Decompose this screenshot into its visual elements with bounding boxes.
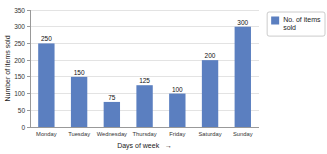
bar: [38, 43, 54, 127]
bars: [38, 27, 251, 127]
y-axis: 0 50 100 150 200 250 300 350: [14, 7, 30, 131]
data-label: 125: [139, 77, 150, 84]
y-tick-label: 250: [14, 40, 25, 47]
grid-line: [30, 127, 259, 128]
grid-line: [30, 60, 259, 61]
bar: [104, 102, 120, 127]
data-label: 200: [205, 52, 216, 59]
y-tick-label: 0: [21, 124, 25, 131]
x-tick-label: Friday: [169, 131, 185, 137]
data-label: 250: [41, 35, 52, 42]
data-label: 75: [108, 94, 116, 101]
bar: [235, 27, 251, 127]
x-tick-label: Monday: [36, 131, 57, 137]
legend-frame: [267, 12, 325, 36]
x-tick-label: Tuesday: [68, 131, 90, 137]
y-tick-label: 300: [14, 23, 25, 30]
bar: [71, 77, 87, 127]
x-tick-label: Sunday: [233, 131, 253, 137]
y-tick-label: 350: [14, 7, 25, 14]
legend: No. of itemssold: [267, 12, 325, 36]
x-tick-label: Thursday: [133, 131, 157, 137]
legend-label-line: sold: [283, 24, 296, 31]
x-tick-label: Wednesday: [97, 131, 127, 137]
grid-line: [30, 26, 259, 27]
bar: [136, 85, 152, 127]
data-label: 300: [237, 19, 248, 26]
legend-swatch: [271, 17, 279, 25]
chart-container: No. of itemssold 0 50 100 150 200 250 300 350 250…: [0, 0, 327, 154]
y-tick-label: 100: [14, 90, 25, 97]
x-axis-label: Days of week →: [117, 142, 172, 150]
data-label: 150: [74, 69, 85, 76]
grid: [30, 10, 259, 127]
x-tick-label: Saturday: [199, 131, 222, 137]
bar: [169, 94, 185, 127]
legend-label: No. of itemssold: [283, 16, 321, 31]
background: [0, 0, 327, 154]
chart-svg: No. of itemssold 0 50 100 150 200 250 300 350 250…: [0, 0, 327, 154]
y-tick-label: 50: [18, 107, 26, 114]
data-labels: 250 150 75 125 100 200 300: [41, 19, 249, 101]
x-axis-line: [30, 127, 259, 128]
y-axis-label: Number of items sold: [4, 35, 11, 101]
y-tick-label: 150: [14, 73, 25, 80]
y-axis-line: [30, 10, 31, 127]
x-axis: Monday Tuesday Wednesday Thursday Friday Satu…: [30, 127, 259, 137]
y-tick-label: 200: [14, 57, 25, 64]
legend-label-line: No. of items: [283, 16, 321, 23]
grid-line: [30, 43, 259, 44]
grid-line: [30, 10, 259, 11]
bar: [202, 60, 218, 127]
data-label: 100: [172, 86, 183, 93]
